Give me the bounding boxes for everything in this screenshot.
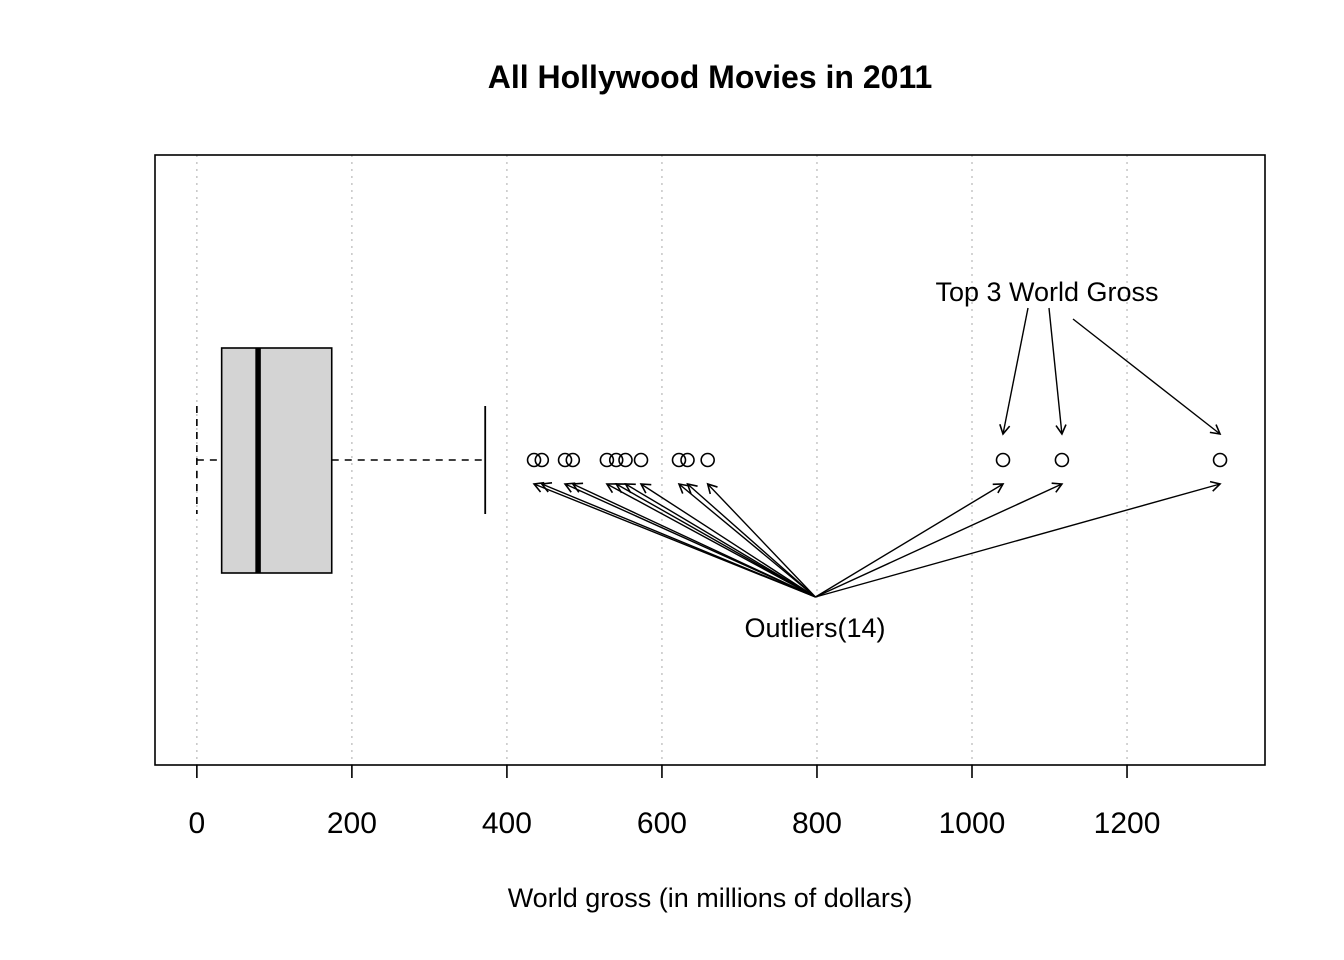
outlier-point	[557, 452, 573, 468]
chart-render-layer: 0 200 400 600 800 1000 1200	[154, 154, 1266, 840]
outlier-arrow	[815, 480, 1222, 598]
iqr-box	[220, 347, 333, 574]
outlier-arrow	[571, 482, 816, 598]
outlier-arrow	[639, 483, 816, 598]
tick-label: 600	[637, 807, 687, 840]
outlier-point	[680, 452, 695, 468]
x-axis-label: World gross (in millions of dollars)	[508, 883, 913, 913]
outlier-arrow	[706, 482, 816, 598]
top3-arrow	[999, 307, 1029, 436]
outlier-arrow	[540, 482, 816, 598]
outlier-point	[565, 452, 581, 468]
outlier-point	[526, 452, 542, 468]
tick-label: 1200	[1094, 807, 1161, 840]
outlier-point	[995, 452, 1011, 468]
outlier-point	[534, 452, 550, 468]
outlier-point	[700, 452, 715, 468]
outlier-arrow	[605, 483, 816, 598]
top3-arrow	[1048, 307, 1067, 436]
chart-title: All Hollywood Movies in 2011	[488, 59, 933, 95]
outlier-point	[618, 452, 633, 468]
annotation-outliers-label: Outliers(14)	[744, 613, 885, 643]
outlier-arrow	[624, 483, 816, 598]
outlier-arrow	[815, 482, 1064, 598]
tick-label: 800	[792, 807, 842, 840]
outlier-point	[671, 452, 687, 468]
outlier-arrow	[686, 482, 816, 598]
outlier-point	[608, 452, 624, 468]
tick-label: 0	[189, 807, 206, 840]
annotation-top3-label: Top 3 World Gross	[935, 277, 1158, 307]
plot-border	[154, 154, 1266, 766]
tick-label: 200	[327, 807, 377, 840]
outlier-arrow	[815, 483, 1005, 598]
outlier-point	[1212, 452, 1228, 468]
tick-label: 1000	[939, 807, 1006, 840]
outlier-point	[599, 452, 615, 468]
top3-arrow	[1072, 318, 1222, 436]
outlier-arrow	[677, 482, 816, 598]
tick-label: 400	[482, 807, 532, 840]
outlier-point	[1054, 452, 1070, 468]
outlier-arrow	[614, 483, 816, 598]
outlier-point	[633, 452, 649, 468]
